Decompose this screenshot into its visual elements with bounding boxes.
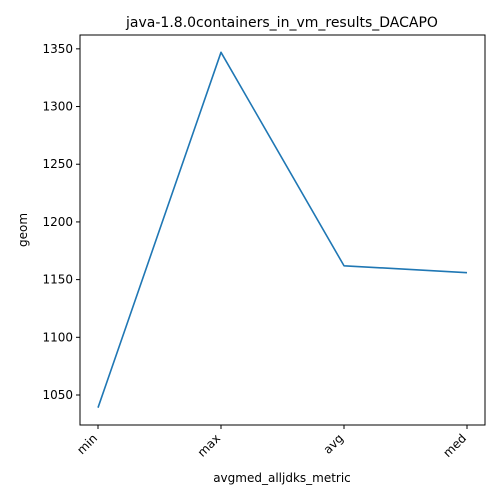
x-tick-label: min [74, 431, 100, 457]
y-tick-label: 1150 [42, 273, 73, 287]
series-line [97, 51, 468, 408]
y-tick-label: 1300 [42, 100, 73, 114]
y-tick-label: 1050 [42, 388, 73, 402]
plot-series [97, 51, 468, 408]
y-tick-label: 1100 [42, 330, 73, 344]
y-tick-label: 1250 [42, 157, 73, 171]
y-axis-label: geom [16, 213, 30, 247]
y-tick-label: 1200 [42, 215, 73, 229]
plot-frame [79, 34, 486, 426]
y-ticks: 1050 1100 1150 1200 1250 1300 1350 [42, 42, 80, 402]
x-tick-label: avg [321, 431, 347, 457]
x-axis-label: avgmed_alljdks_metric [213, 471, 351, 485]
x-tick-label: max [195, 431, 223, 459]
y-tick-label: 1350 [42, 42, 73, 56]
chart-title: java-1.8.0containers_in_vm_results_DACAP… [125, 15, 438, 31]
x-ticks: min max avg med [74, 425, 469, 460]
x-tick-label: med [440, 431, 469, 460]
